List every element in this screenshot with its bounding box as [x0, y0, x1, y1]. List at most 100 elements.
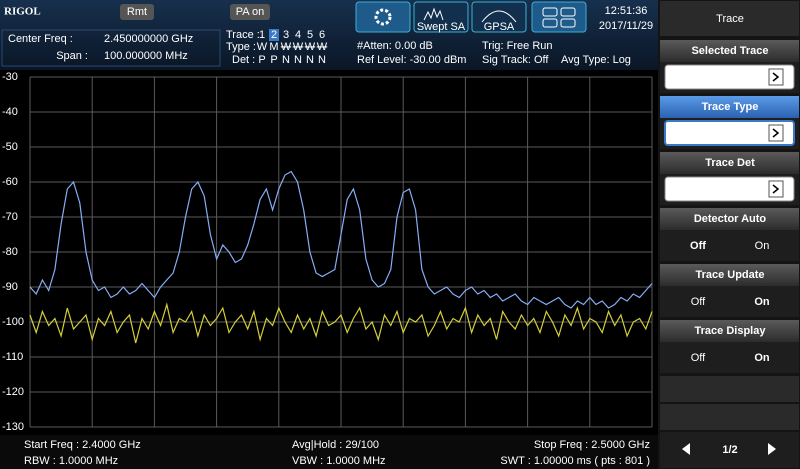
trace-det: P: [258, 54, 265, 66]
trace-number: 6: [319, 29, 325, 41]
grid-icon: [542, 18, 558, 28]
menu-value-box: [664, 176, 795, 202]
trace-select: [269, 29, 279, 41]
y-tick-label: -40: [2, 106, 18, 118]
vbw: VBW : 1.0000 MHz: [292, 455, 386, 467]
menu-label: Trace Display: [695, 325, 767, 337]
menu-label: Trace Update: [695, 269, 764, 281]
grid-icon: [560, 7, 576, 17]
trace-number: 3: [283, 29, 289, 41]
trace-number: 5: [307, 29, 313, 41]
mode-icon[interactable]: [413, 1, 469, 33]
menu-label: Detector Auto: [694, 213, 767, 225]
menu-value: Trace 2: [706, 71, 743, 83]
trace-type: W: [305, 41, 316, 53]
footer-bg: [0, 435, 658, 469]
gear-icon: [374, 8, 392, 26]
pa-button[interactable]: [230, 4, 270, 20]
menu-label-bg: [660, 96, 799, 118]
y-tick-label: -110: [2, 351, 23, 363]
y-tick-label: -70: [2, 211, 18, 223]
menu-option: On: [755, 240, 770, 252]
gpsa-icon: [481, 10, 517, 23]
mode-icon[interactable]: [471, 1, 527, 33]
y-tick-label: -50: [2, 141, 18, 153]
trace-det: P: [270, 54, 277, 66]
pa-label: PA on: [236, 6, 265, 18]
trace-label: Trace :: [226, 29, 260, 41]
menu-option: On: [754, 296, 770, 308]
trace-type: W: [293, 41, 304, 53]
trace-number: 1: [259, 29, 265, 41]
trace-det: N: [306, 54, 314, 66]
trace-type: M: [269, 41, 278, 53]
next-page[interactable]: [768, 443, 776, 455]
mode-icon[interactable]: [531, 1, 587, 33]
grid-icon: [560, 18, 576, 28]
menu-value-box: [664, 120, 795, 146]
grid-icon: [542, 7, 558, 17]
menu-empty: [660, 404, 799, 430]
param-box: [1, 29, 221, 67]
trace-det: N: [282, 54, 290, 66]
y-tick-label: -80: [2, 246, 18, 258]
mode2-label: GPSA: [484, 21, 515, 33]
page: 1/2: [722, 444, 737, 456]
sa-icon: [423, 7, 444, 21]
menu-option: On: [754, 352, 770, 364]
menu-label-bg: [660, 208, 799, 230]
menu-value: Pos Peak: [700, 183, 748, 195]
y-tick-label: -100: [2, 316, 24, 328]
menu-label: Selected Trace: [691, 45, 768, 57]
menu-empty: [660, 376, 799, 402]
date: 2017/11/29: [599, 20, 653, 32]
trace: [29, 302, 653, 344]
trace-det: N: [294, 54, 302, 66]
y-tick-label: -130: [2, 421, 24, 433]
det-label: Det :: [232, 54, 255, 66]
swt: SWT : 1.00000 ms ( pts : 801 ): [500, 455, 650, 467]
trace: [29, 170, 653, 309]
menu-arrow: [772, 128, 780, 138]
y-tick-label: -120: [2, 386, 24, 398]
sig: Sig Track: Off: [482, 54, 549, 66]
trig: Trig: Free Run: [482, 40, 553, 52]
type-label: Type :: [226, 41, 256, 53]
menu-value: Max Hold: [701, 127, 747, 139]
menu-arrow-box: [768, 68, 784, 86]
rmt-button[interactable]: [120, 4, 154, 20]
mode1-label: Swept SA: [417, 21, 466, 33]
trace-type: W: [257, 41, 268, 53]
prev-page[interactable]: [682, 443, 690, 455]
menu-arrow: [772, 72, 780, 82]
center-label: Center Freq :: [8, 33, 73, 45]
trace-type: W: [281, 41, 292, 53]
menu-arrow: [772, 184, 780, 194]
span-label: Span :: [56, 50, 88, 62]
menu-title: Trace: [716, 13, 744, 25]
rbw: RBW : 1.0000 MHz: [24, 455, 118, 467]
menu-arrow-box: [768, 180, 784, 198]
menu-value-box: [664, 64, 795, 90]
menu-option: Off: [690, 240, 706, 252]
ref: Ref Level: -30.00 dBm: [357, 54, 466, 66]
time: 12:51:36: [605, 5, 648, 17]
menu-label: Trace Type: [702, 101, 759, 113]
atten: #Atten: 0.00 dB: [357, 40, 433, 52]
menu-label-bg: [660, 40, 799, 62]
start: Start Freq : 2.4000 GHz: [24, 439, 141, 451]
menu-option: Off: [691, 352, 706, 364]
trace-type: W: [317, 41, 328, 53]
menu-label-bg: [660, 152, 799, 174]
y-tick-label: -30: [2, 71, 18, 83]
span-value: 100.000000 MHz: [104, 50, 188, 62]
logo: RIGOL: [4, 6, 41, 18]
trace-number: 4: [295, 29, 301, 41]
menu-arrow-box: [768, 124, 784, 142]
rmt-label: Rmt: [127, 6, 147, 18]
menu-label-bg: [660, 320, 799, 342]
menu-option: Off: [691, 296, 706, 308]
trace-det: N: [318, 54, 326, 66]
mode-icon[interactable]: [355, 1, 411, 33]
